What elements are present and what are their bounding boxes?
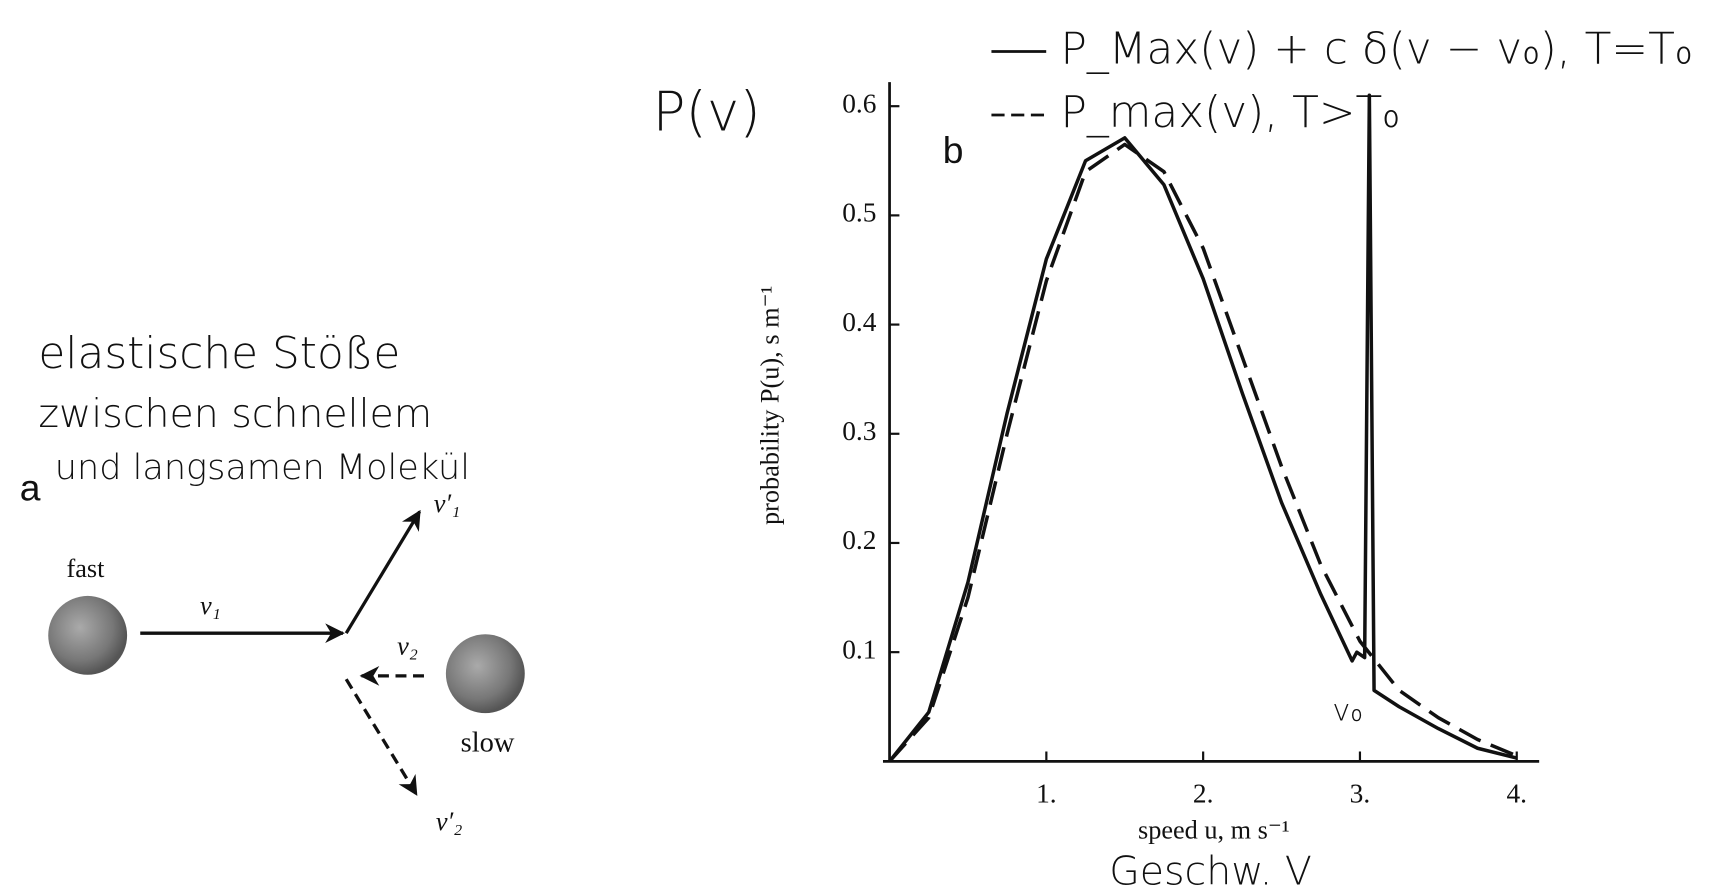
label: slow — [461, 727, 515, 758]
x-tick-label: 1. — [1036, 779, 1057, 809]
label: v′₂ — [436, 807, 463, 836]
note: zwischen schnellem — [38, 391, 432, 437]
y-tick-label: 0.1 — [842, 634, 876, 664]
x-tick-label: 4. — [1506, 779, 1527, 809]
legend-label: P_Max(v) + c δ(v − v₀), T=T₀ — [1060, 23, 1692, 74]
peak-label: v₀ — [1332, 694, 1362, 729]
series-line — [888, 93, 1518, 763]
x-tick-label: 2. — [1193, 779, 1214, 809]
x-note: Geschw. V — [1109, 849, 1312, 895]
y-tick-label: 0.3 — [842, 416, 876, 446]
y-tick-label: 0.4 — [842, 307, 877, 337]
y-tick-label: 0.5 — [842, 198, 876, 228]
y-axis-label: probability P(u), s m⁻¹ — [755, 286, 784, 525]
y-tick-label: 0.2 — [842, 525, 876, 555]
note: elastische Stöße — [38, 328, 400, 379]
diagram-a: a elastische Stöße zwischen schnellem un… — [20, 328, 525, 836]
arrow — [344, 509, 422, 635]
panel-label: b — [943, 129, 964, 171]
label: fast — [67, 554, 106, 583]
arrow — [344, 678, 418, 796]
y-note: P(v) — [653, 79, 761, 143]
panel-label: a — [20, 467, 41, 509]
legend-label: P_max(v), T>T₀ — [1060, 87, 1399, 138]
x-tick-label: 3. — [1350, 779, 1371, 809]
y-tick-label: 0.6 — [842, 88, 876, 118]
fast-ball — [48, 595, 128, 675]
chart-b: b P(v) Geschw. V v₀ speed u, m s⁻¹ proba… — [653, 23, 1693, 894]
series-line — [888, 142, 1518, 763]
x-axis-label: speed u, m s⁻¹ — [1138, 816, 1290, 845]
label: v₁ — [200, 591, 221, 620]
note: und langsamen Molekül — [55, 447, 470, 488]
label: v₂ — [397, 632, 418, 661]
label: v′₁ — [434, 489, 461, 518]
slow-ball — [445, 634, 525, 714]
